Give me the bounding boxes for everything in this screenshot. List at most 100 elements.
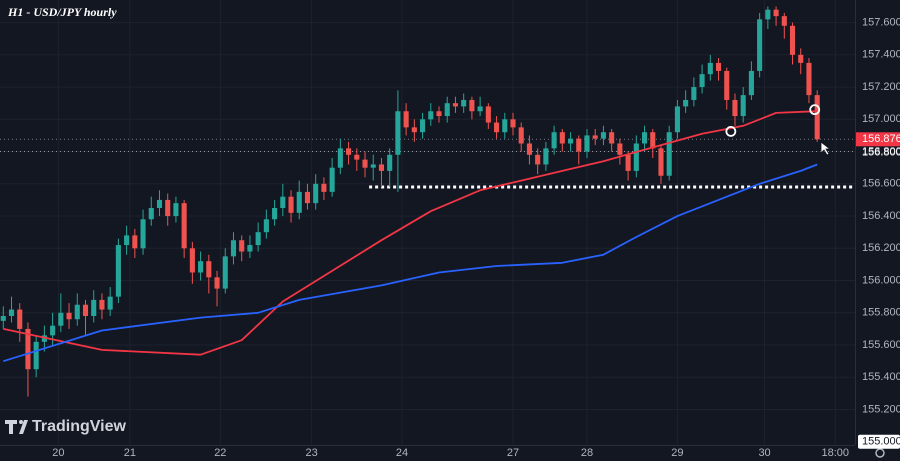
candle-body [165,199,171,217]
candle-body [600,132,606,139]
y-tick-label: 157.600 [862,16,900,28]
candle-body [288,196,294,213]
candle-body [387,154,393,171]
candle-body [115,245,121,297]
marker [809,104,821,116]
candle-body [444,103,450,117]
candle-body [17,309,23,329]
candle-body [781,16,787,26]
candle-body [58,312,64,326]
candle-body [173,203,179,217]
candle-body [658,148,664,176]
x-tick-label: 30 [758,447,770,459]
candle-body [255,232,261,246]
candle-body [773,9,779,17]
marker [725,126,737,137]
x-tick-label: 22 [214,447,226,459]
candle-body [354,154,360,160]
candle-body [740,95,746,117]
candle-body [666,132,672,176]
candle-body [757,19,763,71]
x-tick-label: 29 [671,447,683,459]
candle-body [526,143,532,155]
candle-body [321,183,327,192]
candle-body [91,299,97,317]
candle-body [518,127,524,144]
y-tick-label: 156.800 [862,145,900,157]
candle-body [50,325,56,336]
logo-text: TradingView [32,418,127,435]
candle-body [420,119,426,133]
candle-body [272,207,278,220]
candle-body [222,256,228,289]
candle-body [214,277,220,289]
x-tick-label: 18:00 [822,447,850,459]
candle-body [140,219,146,249]
candle-body [280,196,286,208]
settings-icon[interactable] [875,448,885,458]
candle-body [107,296,113,310]
candle-body [707,62,713,75]
candle-body [247,245,253,252]
candle-body [625,154,631,171]
candle-body [395,111,401,155]
candle-body [263,219,269,233]
candle-body [748,70,754,96]
price-label-box [856,132,900,147]
candle-body [567,138,574,144]
candle-body [74,304,80,320]
candle-body [313,183,319,204]
candle-body [650,132,656,149]
x-tick-label: 28 [581,447,593,459]
candle-body [239,240,245,252]
candle-body [502,119,508,133]
x-tick-label: 21 [124,447,136,459]
price-label: 156.876 [862,133,900,145]
logo-icon [5,420,28,434]
candle-body [633,143,639,171]
candle-body [33,341,39,370]
moving-average [3,163,818,363]
candle-body [765,9,771,20]
y-tick-label: 156.200 [862,242,900,254]
candle-body [428,111,434,120]
candle-body [370,164,376,168]
candle-body [789,25,796,55]
candle-body [296,191,302,213]
candle-body [461,99,467,107]
candle-body [798,54,804,63]
candle-body [403,111,409,128]
candle-body [732,99,738,117]
candle-body [198,261,204,273]
candle-body [0,316,6,321]
candle-body [477,106,483,112]
candle-body [494,122,500,133]
y-tick-label: 157.200 [862,81,900,93]
plot [0,0,855,445]
candle-body [715,62,722,71]
crosshair-label: 155.000 [862,436,900,448]
y-tick-label: 156.400 [862,210,900,222]
candle-body [683,99,689,107]
candle-body [156,199,163,208]
gear[interactable] [875,448,885,458]
candle-body [485,106,491,123]
candle-body [132,235,138,249]
candle-body [510,119,516,128]
candle-body [674,106,680,133]
candle-body [469,99,475,112]
chart-title: H1 - USD/JPY hourly [7,5,117,19]
candle-body [206,261,212,278]
candle-body [99,299,105,310]
candle-body [609,132,615,144]
candle-body [304,191,311,204]
y-tick-label: 156.000 [862,274,900,286]
candle-body [543,148,549,165]
logo-dot [19,420,23,424]
candle-body [436,111,442,117]
candle-body [699,74,705,88]
candle-body [337,148,343,168]
x-tick-label: 24 [396,447,408,459]
candle-body [82,304,89,317]
